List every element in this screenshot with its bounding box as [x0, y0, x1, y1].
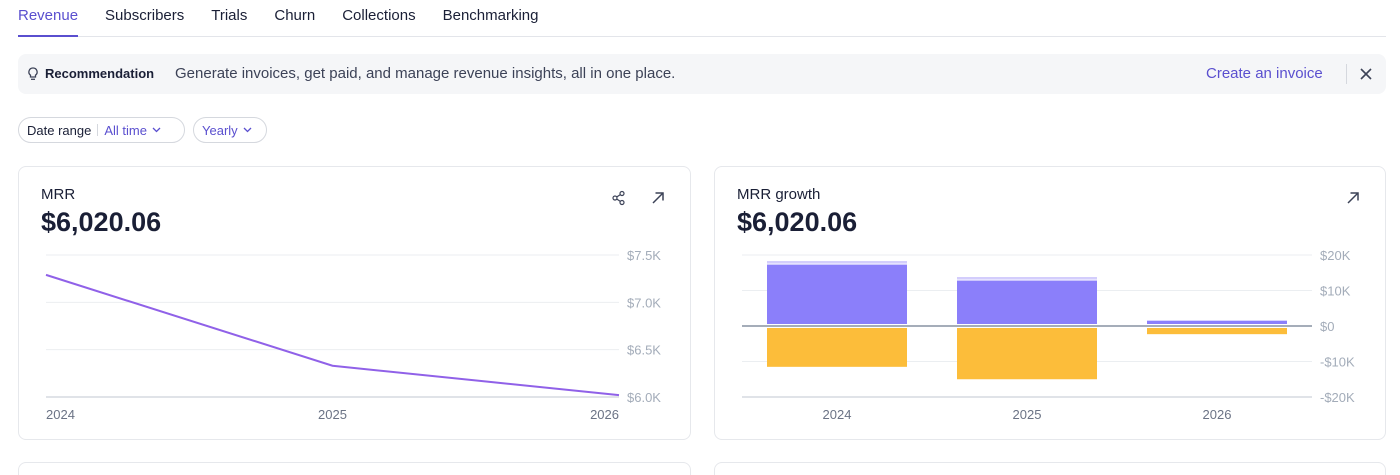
- bar-positive-top: [957, 277, 1097, 280]
- y-tick-label: $6.0K: [627, 390, 661, 405]
- date-range-label: Date range: [27, 122, 92, 138]
- x-tick-label: 2024: [823, 407, 852, 422]
- period-value: Yearly: [202, 122, 238, 138]
- bar-positive-top: [767, 261, 907, 264]
- bar-positive: [957, 280, 1097, 324]
- chevron-down-icon: [243, 127, 252, 133]
- mrr-value: $6,020.06: [41, 207, 162, 237]
- expand-arrow-icon[interactable]: [1344, 189, 1362, 207]
- tab-benchmarking[interactable]: Benchmarking: [442, 7, 539, 24]
- y-tick-label: $7.5K: [627, 248, 661, 263]
- create-invoice-link[interactable]: Create an invoice: [1206, 65, 1323, 82]
- tab-bar: Revenue Subscribers Trials Churn Collect…: [18, 0, 1386, 37]
- y-tick-label: -$10K: [1320, 355, 1355, 370]
- x-tick-label: 2025: [1013, 407, 1042, 422]
- close-icon[interactable]: [1359, 67, 1373, 81]
- recommendation-label: Recommendation: [45, 66, 155, 81]
- y-tick-label: -$20K: [1320, 390, 1355, 405]
- bar-positive: [767, 264, 907, 324]
- share-icon[interactable]: [610, 189, 628, 207]
- x-tick-label: 2025: [318, 407, 347, 422]
- mrr-growth-value: $6,020.06: [737, 207, 858, 237]
- y-tick-label: $7.0K: [627, 295, 661, 310]
- bar-negative: [767, 328, 907, 367]
- period-filter[interactable]: Yearly: [193, 117, 267, 143]
- tab-revenue[interactable]: Revenue: [18, 0, 79, 37]
- mrr-growth-bar-chart: $20K $10K $0 -$10K -$20K 2024 2025 2026: [742, 248, 1355, 422]
- x-tick-label: 2026: [590, 407, 619, 422]
- recommendation-banner: Recommendation Generate invoices, get pa…: [18, 54, 1386, 94]
- y-tick-label: $6.5K: [627, 343, 661, 358]
- chevron-down-icon: [152, 127, 161, 133]
- bar-positive: [1147, 320, 1287, 324]
- expand-arrow-icon[interactable]: [649, 189, 667, 207]
- next-card-right: [714, 462, 1386, 475]
- recommendation-text: Generate invoices, get paid, and manage …: [175, 65, 676, 82]
- banner-divider: [1346, 64, 1347, 84]
- date-range-filter[interactable]: Date range All time: [18, 117, 185, 143]
- y-tick-label: $0: [1320, 319, 1334, 334]
- x-tick-label: 2026: [1203, 407, 1232, 422]
- tab-trials[interactable]: Trials: [211, 7, 248, 24]
- mrr-growth-title: MRR growth: [737, 186, 821, 203]
- mrr-series-line: [45, 273, 620, 397]
- tab-collections[interactable]: Collections: [342, 7, 416, 24]
- lightbulb-icon: [28, 67, 38, 80]
- tab-subscribers[interactable]: Subscribers: [105, 7, 185, 24]
- mrr-card: MRR $6,020.06 $7.5K $7.0K $6.5K $6.0K 2024 20…: [18, 166, 691, 440]
- filter-divider: [97, 124, 99, 136]
- bar-negative: [1147, 328, 1287, 335]
- mrr-line-chart: $7.5K $7.0K $6.5K $6.0K 2024 2025 2026: [45, 248, 661, 422]
- mrr-growth-card: MRR growth $6,020.06 $20K $10K $0 -$10K -$20…: [714, 166, 1386, 440]
- y-tick-label: $10K: [1320, 284, 1351, 299]
- next-card-left: [18, 462, 691, 475]
- date-range-value: All time: [104, 122, 147, 138]
- x-tick-label: 2024: [46, 407, 75, 422]
- tab-churn[interactable]: Churn: [274, 7, 316, 24]
- bar-negative: [957, 328, 1097, 380]
- mrr-title: MRR: [41, 186, 76, 203]
- y-tick-label: $20K: [1320, 248, 1351, 263]
